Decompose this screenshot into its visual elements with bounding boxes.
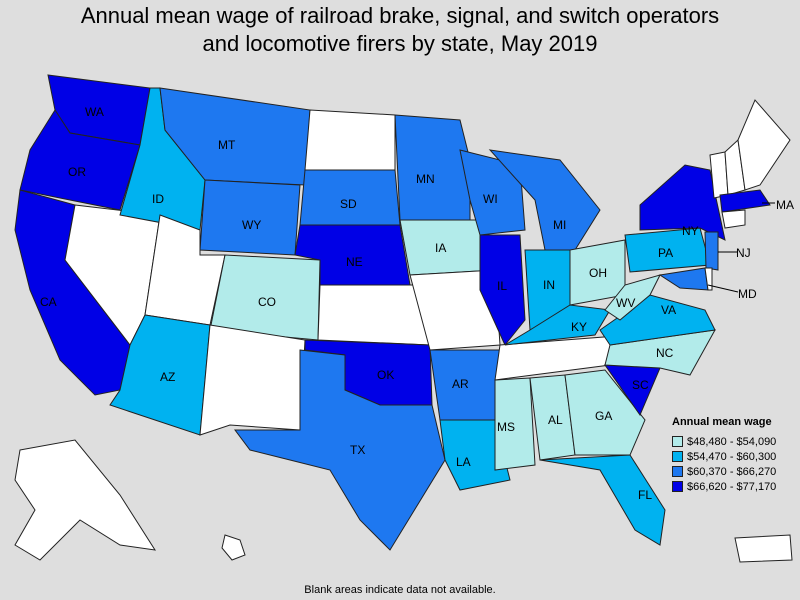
state-il: [479, 234, 526, 346]
state-hi: [221, 534, 246, 561]
state-label-tx: TX: [350, 443, 366, 457]
state-label-id: ID: [152, 192, 164, 206]
state-wv: [604, 274, 661, 321]
state-label-mi: MI: [553, 218, 567, 232]
state-label-ar: AR: [452, 377, 469, 391]
legend-item: $54,470 - $60,300: [672, 449, 800, 464]
state-mn: [394, 114, 471, 221]
state-label-ky: KY: [571, 320, 588, 334]
state-ct: [721, 209, 746, 229]
state-label-nc: NC: [656, 346, 674, 360]
state-label-wa: WA: [85, 105, 104, 119]
state-label-co: CO: [258, 295, 276, 309]
state-label-fl: FL: [638, 488, 653, 502]
state-ms: [494, 377, 536, 471]
state-label-ne: NE: [346, 255, 363, 269]
legend-swatch: [672, 466, 683, 477]
state-label-oh: OH: [589, 266, 607, 280]
state-nj: [704, 231, 719, 271]
state-label-al: AL: [548, 413, 563, 427]
legend-item: $66,620 - $77,170: [672, 479, 800, 494]
state-label-ca: CA: [40, 295, 57, 309]
legend-item: $48,480 - $54,090: [672, 434, 800, 449]
state-nm: [199, 324, 306, 436]
state-label-sc: SC: [632, 378, 649, 392]
state-label-ga: GA: [595, 409, 613, 423]
state-label-il: IL: [497, 279, 508, 293]
state-label-mn: MN: [416, 172, 435, 186]
state-label-ok: OK: [377, 368, 395, 382]
state-label-ms: MS: [497, 420, 515, 434]
state-label-az: AZ: [160, 370, 176, 384]
title-line-1: Annual mean wage of railroad brake, sign…: [80, 3, 720, 28]
state-label-or: OR: [68, 165, 86, 179]
legend-swatch: [672, 481, 683, 492]
state-ga: [564, 369, 646, 456]
legend-label: $60,370 - $66,270: [687, 465, 777, 478]
state-ny: [639, 164, 726, 241]
state-me: [737, 99, 791, 191]
state-label-ma: MA: [776, 198, 794, 212]
state-pr: [734, 534, 793, 563]
state-label-la: LA: [456, 455, 471, 469]
state-label-pa: PA: [658, 246, 674, 260]
legend-label: $66,620 - $77,170: [687, 480, 777, 493]
state-label-md: MD: [738, 287, 757, 301]
state-fl: [539, 454, 666, 546]
title-line-2: and locomotive firers by state, May 2019: [202, 31, 598, 56]
state-ak: [14, 439, 157, 561]
state-ky: [504, 304, 611, 346]
state-la: [439, 419, 511, 491]
state-de: [704, 267, 713, 291]
state-md: [658, 267, 709, 291]
state-tx: [234, 349, 446, 551]
legend-swatch: [672, 451, 683, 462]
state-ma: [719, 189, 771, 213]
state-nd: [304, 109, 396, 171]
legend-swatch: [672, 436, 683, 447]
state-label-ia: IA: [435, 241, 447, 255]
footnote: Blank areas indicate data not available.: [304, 584, 496, 596]
state-label-wy: WY: [242, 218, 262, 232]
state-label-wv: WV: [616, 296, 636, 310]
state-label-mt: MT: [218, 138, 236, 152]
state-label-va: VA: [661, 303, 677, 317]
state-label-sd: SD: [340, 197, 357, 211]
legend: Annual mean wage $48,480 - $54,090 $54,4…: [672, 416, 800, 494]
state-label-wi: WI: [483, 192, 498, 206]
state-label-in: IN: [543, 278, 555, 292]
state-label-ny: NY: [682, 224, 699, 238]
legend-label: $54,470 - $60,300: [687, 450, 777, 463]
legend-item: $60,370 - $66,270: [672, 464, 800, 479]
legend-label: $48,480 - $54,090: [687, 435, 777, 448]
legend-title: Annual mean wage: [672, 416, 772, 428]
state-ks: [317, 284, 431, 346]
map-title: Annual mean wage of railroad brake, sign…: [0, 2, 800, 58]
state-label-nj: NJ: [736, 246, 751, 260]
